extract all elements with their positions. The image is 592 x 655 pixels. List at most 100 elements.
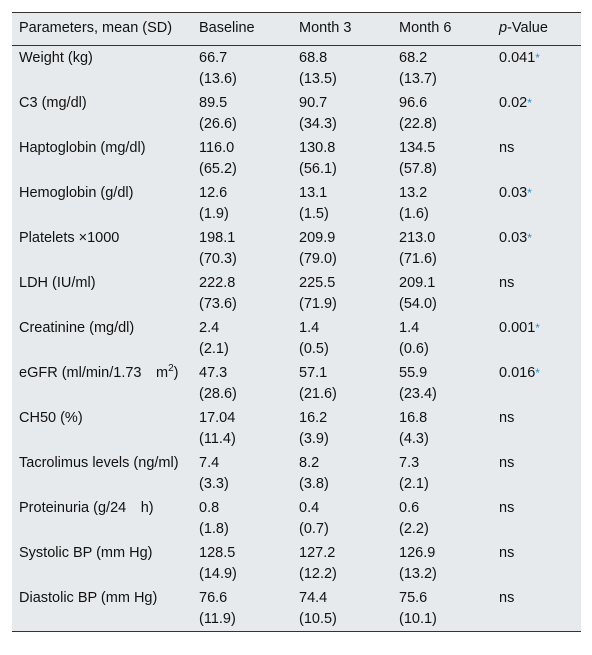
sd-value: (23.4) xyxy=(399,386,437,402)
mean-value: 134.5 xyxy=(399,140,436,156)
p-value: ns xyxy=(499,140,515,156)
mean-value: 225.5 xyxy=(299,275,336,291)
p-value: 0.041 xyxy=(499,50,536,66)
table-header: Parameters, mean (SD) Baseline Month 3 M… xyxy=(12,13,581,46)
value-cell: 96.6 (22.8) xyxy=(399,91,499,136)
sd-value: (3.3) xyxy=(199,476,229,492)
mean-value: 127.2 xyxy=(299,545,336,561)
value-cell: 13.2 (1.6) xyxy=(399,181,499,226)
table-row: Tacrolimus levels (ng/ml) 7.4 (3.3) 8.2 (3.8… xyxy=(12,451,581,496)
value-cell: 57.1 (21.6) xyxy=(299,361,399,406)
parameter-cell: LDH (IU/ml) xyxy=(12,271,199,316)
mean-value: 209.9 xyxy=(299,230,336,246)
significance-mark: * xyxy=(527,186,532,200)
table-row: Diastolic BP (mm Hg) 76.6 (11.9) 74.4 (10.5)… xyxy=(12,586,581,631)
p-value-cell: ns xyxy=(499,136,581,181)
sd-value: (12.2) xyxy=(299,566,337,582)
p-value-cell: ns xyxy=(499,451,581,496)
mean-value: 1.4 xyxy=(299,320,320,336)
mean-value: 126.9 xyxy=(399,545,436,561)
mean-value: 0.4 xyxy=(299,500,320,516)
header-text: -Value xyxy=(507,20,548,36)
mean-value: 2.4 xyxy=(199,320,220,336)
sd-value: (1.6) xyxy=(399,206,429,222)
value-cell: 0.6 (2.2) xyxy=(399,496,499,541)
parameter-cell: Creatinine (mg/dl) xyxy=(12,316,199,361)
mean-value: 89.5 xyxy=(199,95,228,111)
p-value: ns xyxy=(499,455,515,471)
mean-value: 130.8 xyxy=(299,140,336,156)
sd-value: (11.4) xyxy=(199,431,236,447)
value-cell: 68.2 (13.7) xyxy=(399,46,499,92)
significance-mark: * xyxy=(535,51,540,65)
value-cell: 134.5 (57.8) xyxy=(399,136,499,181)
value-cell: 74.4 (10.5) xyxy=(299,586,399,631)
sd-value: (65.2) xyxy=(199,161,237,177)
value-cell: 75.6 (10.1) xyxy=(399,586,499,631)
mean-value: 13.1 xyxy=(299,185,328,201)
value-cell: 225.5 (71.9) xyxy=(299,271,399,316)
table-row: Proteinuria (g/24 h) 0.8 (1.8) 0.4 (0.7) 0.6 (… xyxy=(12,496,581,541)
table-panel: Parameters, mean (SD) Baseline Month 3 M… xyxy=(12,12,581,632)
parameter-cell: Diastolic BP (mm Hg) xyxy=(12,586,199,631)
mean-value: 16.8 xyxy=(399,410,428,426)
p-value: 0.03 xyxy=(499,230,528,246)
parameter-cell: Proteinuria (g/24 h) xyxy=(12,496,199,541)
table-row: Platelets ×1000 198.1 (70.3) 209.9 (79.0) 213… xyxy=(12,226,581,271)
sd-value: (3.9) xyxy=(299,431,329,447)
value-cell: 2.4 (2.1) xyxy=(199,316,299,361)
table-row: LDH (IU/ml) 222.8 (73.6) 225.5 (71.9) 209.1 (5… xyxy=(12,271,581,316)
p-value: ns xyxy=(499,500,515,516)
parameter-name: Hemoglobin (g/dl) xyxy=(19,185,134,201)
p-value-cell: ns xyxy=(499,271,581,316)
parameter-name: Platelets ×1000 xyxy=(19,230,120,246)
parameter-name: Haptoglobin (mg/dl) xyxy=(19,140,146,156)
value-cell: 1.4 (0.5) xyxy=(299,316,399,361)
mean-value: 57.1 xyxy=(299,365,328,381)
value-cell: 17.04 (11.4) xyxy=(199,406,299,451)
p-value-cell: ns xyxy=(499,541,581,586)
sd-value: (2.2) xyxy=(399,521,429,537)
parameter-name: Proteinuria (g/24 h) xyxy=(19,500,154,516)
p-value: ns xyxy=(499,545,515,561)
sd-value: (11.9) xyxy=(199,611,236,627)
value-cell: 0.4 (0.7) xyxy=(299,496,399,541)
header-text: Baseline xyxy=(199,20,255,36)
value-cell: 209.1 (54.0) xyxy=(399,271,499,316)
mean-value: 0.8 xyxy=(199,500,220,516)
significance-mark: * xyxy=(527,231,532,245)
mean-value: 1.4 xyxy=(399,320,420,336)
p-value: 0.001 xyxy=(499,320,536,336)
sd-value: (14.9) xyxy=(199,566,237,582)
value-cell: 222.8 (73.6) xyxy=(199,271,299,316)
value-cell: 55.9 (23.4) xyxy=(399,361,499,406)
value-cell: 47.3 (28.6) xyxy=(199,361,299,406)
mean-value: 74.4 xyxy=(299,590,328,606)
p-value-cell: ns xyxy=(499,586,581,631)
value-cell: 68.8 (13.5) xyxy=(299,46,399,92)
p-value: ns xyxy=(499,275,515,291)
sd-value: (0.5) xyxy=(299,341,329,357)
parameter-name: C3 (mg/dl) xyxy=(19,95,87,111)
mean-value: 66.7 xyxy=(199,50,228,66)
parameter-name: Weight (kg) xyxy=(19,50,93,66)
mean-value: 13.2 xyxy=(399,185,428,201)
header-text: Parameters, mean (SD) xyxy=(19,20,173,36)
parameter-cell: Systolic BP (mm Hg) xyxy=(12,541,199,586)
p-value: 0.02 xyxy=(499,95,528,111)
sd-value: (70.3) xyxy=(199,251,237,267)
mean-value: 55.9 xyxy=(399,365,428,381)
mean-value: 0.6 xyxy=(399,500,420,516)
p-value-cell: ns xyxy=(499,496,581,541)
sd-value: (34.3) xyxy=(299,116,337,132)
table: Parameters, mean (SD) Baseline Month 3 M… xyxy=(12,13,581,631)
mean-value: 8.2 xyxy=(299,455,320,471)
value-cell: 16.2 (3.9) xyxy=(299,406,399,451)
header-text: Month 6 xyxy=(399,20,452,36)
sd-value: (10.5) xyxy=(299,611,337,627)
sd-value: (22.8) xyxy=(399,116,437,132)
value-cell: 12.6 (1.9) xyxy=(199,181,299,226)
value-cell: 198.1 (70.3) xyxy=(199,226,299,271)
sd-value: (71.9) xyxy=(299,296,337,312)
parameter-cell: CH50 (%) xyxy=(12,406,199,451)
